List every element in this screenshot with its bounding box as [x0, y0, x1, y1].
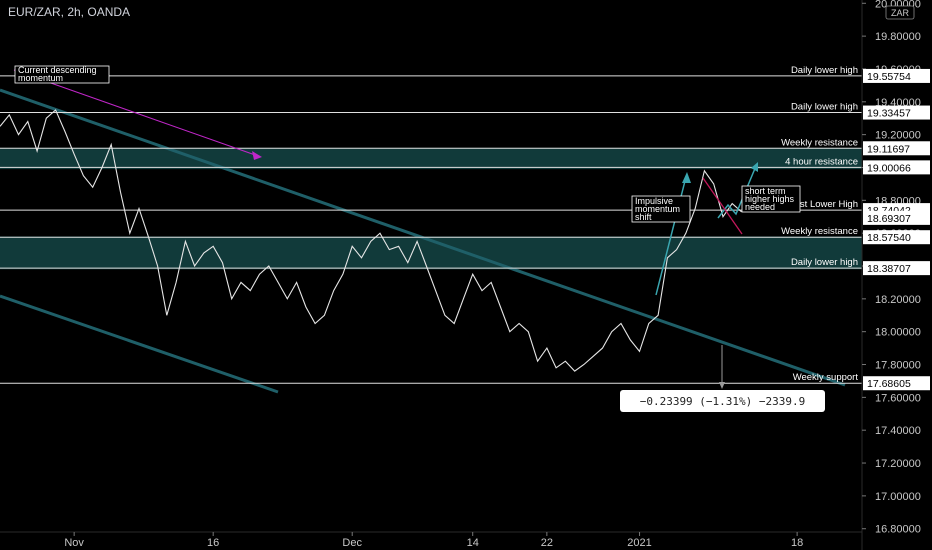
level-price-tag	[863, 261, 930, 276]
chart-title: EUR/ZAR, 2h, OANDA	[8, 5, 131, 19]
y-tick-label: 17.60000	[875, 392, 921, 404]
price-series-line	[0, 109, 742, 372]
currency-badge[interactable]: ZAR	[885, 5, 915, 20]
descending-arrow-head	[252, 151, 262, 160]
annotation-impulsive-shift[interactable]: Impulsive momentum shift	[631, 195, 691, 223]
y-tick-label: 17.80000	[875, 360, 921, 372]
annotation-line: momentum	[635, 204, 680, 214]
level-label: Weekly resistance	[781, 226, 858, 237]
annotation-line: momentum	[18, 73, 63, 83]
level-price-tag	[863, 141, 930, 156]
measure-arrow-head	[719, 382, 725, 389]
y-tick-label: 18.20000	[875, 294, 921, 306]
annotation-line: Current descending	[18, 65, 97, 75]
resistance-zone[interactable]	[0, 147, 862, 170]
y-tick-label: 17.40000	[875, 425, 921, 437]
y-tick-label: 20.00000	[875, 0, 921, 10]
descending-momentum-arrow[interactable]	[13, 69, 259, 157]
level-label: Last Lower High	[789, 199, 858, 210]
level-price-text: 18.57540	[867, 232, 911, 244]
level-label: Daily lower high	[791, 65, 858, 76]
y-tick-label: 18.00000	[875, 327, 921, 339]
level-label: Weekly resistance	[781, 137, 858, 148]
level-label: Daily lower high	[791, 257, 858, 268]
y-tick-label: 19.20000	[875, 130, 921, 142]
x-tick-label: 22	[541, 537, 553, 549]
channel-lower-line[interactable]	[0, 294, 279, 394]
level-price-text: 17.68605	[867, 378, 911, 390]
y-tick-label: 19.80000	[875, 31, 921, 43]
y-tick-label: 16.80000	[875, 524, 921, 536]
level-label: Daily lower high	[791, 102, 858, 113]
level-label: Weekly support	[793, 372, 859, 383]
x-tick-label: 18	[791, 537, 803, 549]
currency-label: ZAR	[891, 8, 910, 18]
level-price-text: 19.00066	[867, 162, 911, 174]
zigzag-arrow-head	[751, 162, 758, 172]
level-price-tag	[863, 68, 930, 83]
current-price-tag	[863, 210, 930, 225]
annotation-line: short term	[745, 186, 786, 196]
measure-result-box[interactable]: −0.23399 (−1.31%) −2339.9	[620, 390, 825, 412]
level-label: 4 hour resistance	[785, 156, 858, 167]
x-tick-label: 14	[467, 537, 479, 549]
x-tick-label: 16	[207, 537, 219, 549]
level-price-tag	[863, 160, 930, 175]
axis-corner	[872, 533, 932, 550]
level-price-text: 18.38707	[867, 263, 911, 275]
level-price-text: 19.11697	[867, 143, 910, 155]
impulsive-arrow-head	[682, 172, 691, 183]
level-price-text: 19.33457	[867, 108, 911, 120]
annotation-line: higher highs	[745, 194, 795, 204]
annotation-line: Impulsive	[635, 196, 673, 206]
annotation-higher-highs[interactable]: short term higher highs needed	[741, 185, 801, 213]
measure-result-text: −0.23399 (−1.31%) −2339.9	[640, 395, 806, 408]
y-tick-label: 17.00000	[875, 491, 921, 503]
annotation-line: shift	[635, 212, 652, 222]
x-tick-label: Dec	[342, 537, 362, 549]
annotation-current-descending[interactable]: Current descending momentum	[14, 65, 110, 84]
short-descending-line[interactable]	[702, 177, 743, 235]
annotation-line: needed	[745, 202, 775, 212]
level-price-tag	[863, 230, 930, 245]
x-tick-label: 2021	[627, 537, 651, 549]
y-tick-label: 17.20000	[875, 458, 921, 470]
level-price-tag	[863, 376, 930, 391]
level-price-text: 19.55754	[867, 71, 911, 83]
current-price-text: 18.69307	[867, 213, 911, 225]
x-tick-label: Nov	[64, 537, 84, 549]
level-price-tag	[863, 105, 930, 120]
